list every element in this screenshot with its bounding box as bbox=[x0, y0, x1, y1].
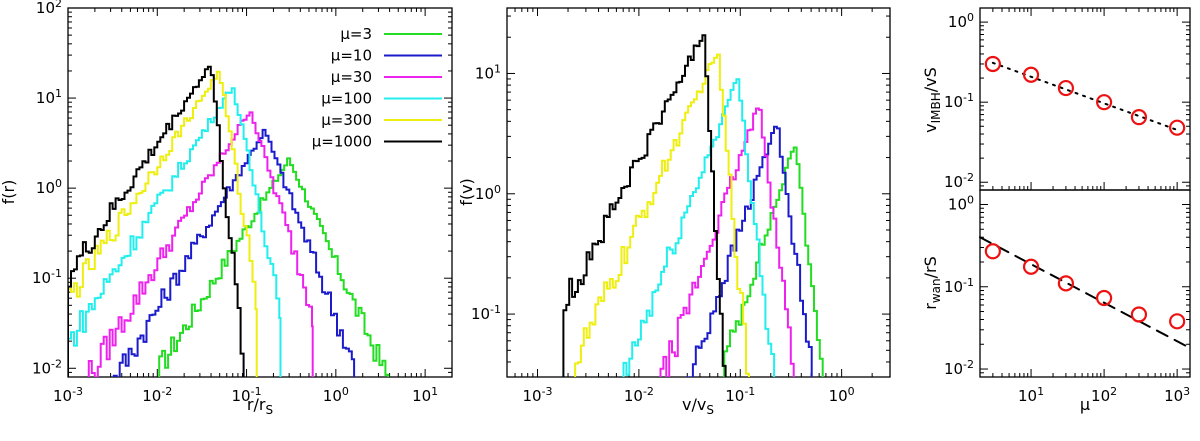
panel-fr-histogram: 10-3 10-2 10-1 100 101 10-2 10-1 100 101 102 r/rS f… bbox=[0, 0, 453, 417]
legend-label: μ=3 bbox=[340, 25, 372, 43]
y-axis-label: vIMBH/vS bbox=[921, 67, 943, 133]
x-tick-label: 10-1 bbox=[232, 385, 262, 405]
legend-label: μ=1000 bbox=[312, 133, 372, 151]
series-line-μ=300 bbox=[574, 53, 750, 377]
y-axis-label: rwan/rS bbox=[921, 256, 943, 309]
series-line-μ=300 bbox=[68, 70, 258, 377]
legend: μ=3 μ=10 μ=30 μ=100 μ=300 μ=1000 bbox=[312, 25, 442, 151]
series-line-μ=30 bbox=[659, 107, 795, 377]
y-tick-label: 102 bbox=[36, 0, 62, 17]
legend-label: μ=300 bbox=[321, 111, 372, 129]
plot-frame bbox=[979, 7, 1191, 191]
panel-fv-histogram: 10-3 10-2 10-1 100 10-1 100 101 v/vS f(v) bbox=[457, 7, 891, 417]
panel-vimbh-vs-mu: 10-2 10-1 100 vIMBH/vS bbox=[921, 7, 1191, 191]
data-point bbox=[1169, 313, 1186, 330]
data-point bbox=[1022, 66, 1040, 83]
y-tick-label: 10-2 bbox=[32, 357, 62, 377]
plot-frame bbox=[979, 189, 1191, 378]
x-axis-label: v/vS bbox=[682, 395, 714, 417]
legend-label: μ=10 bbox=[331, 47, 372, 65]
series-line-μ=1000 bbox=[68, 65, 245, 377]
data-point bbox=[1130, 109, 1148, 126]
data-point bbox=[1169, 119, 1186, 136]
data-point bbox=[1095, 289, 1113, 307]
series-line-μ=100 bbox=[622, 78, 776, 377]
x-axis-label: r/rS bbox=[247, 395, 273, 417]
y-tick-label: 10-1 bbox=[944, 91, 974, 111]
fit-line bbox=[979, 236, 1191, 350]
legend-label: μ=100 bbox=[321, 90, 372, 108]
x-tick-label: 100 bbox=[829, 385, 855, 405]
x-tick-label: 101 bbox=[412, 385, 438, 405]
x-tick-label: 101 bbox=[1018, 385, 1044, 405]
y-tick-label: 101 bbox=[475, 62, 501, 82]
x-tick-label: 102 bbox=[1091, 385, 1117, 405]
y-tick-label: 100 bbox=[948, 11, 974, 31]
y-tick-label: 100 bbox=[475, 183, 501, 203]
panel-rwan-vs-mu: 101 102 103 10-2 10-1 100 rwan/rS μ bbox=[921, 189, 1191, 414]
y-axis-label: f(r) bbox=[0, 180, 18, 205]
data-point bbox=[1022, 258, 1040, 275]
series-line-μ=3 bbox=[158, 157, 390, 377]
x-tick-label: 10-3 bbox=[53, 385, 83, 405]
series-group bbox=[562, 34, 824, 377]
series-line-μ=1000 bbox=[562, 34, 727, 377]
y-tick-label: 10-1 bbox=[471, 303, 501, 323]
series-line-μ=30 bbox=[87, 111, 314, 377]
data-point bbox=[984, 243, 1001, 260]
x-tick-label: 10-3 bbox=[522, 385, 552, 405]
x-tick-label: 103 bbox=[1164, 385, 1190, 405]
data-point bbox=[1095, 94, 1113, 111]
data-point bbox=[1057, 275, 1075, 292]
y-tick-label: 100 bbox=[948, 193, 974, 213]
y-axis-label: f(v) bbox=[457, 178, 476, 206]
y-tick-label: 10-2 bbox=[944, 358, 974, 378]
x-tick-label: 10-1 bbox=[725, 385, 755, 405]
y-tick-label: 100 bbox=[36, 177, 62, 197]
series-line-μ=100 bbox=[68, 87, 282, 377]
fit-line bbox=[991, 61, 1179, 131]
x-tick-label: 10-2 bbox=[142, 385, 172, 405]
data-point bbox=[1057, 79, 1075, 97]
x-tick-label: 100 bbox=[323, 385, 349, 405]
y-tick-label: 10-1 bbox=[32, 267, 62, 287]
x-axis-label: μ bbox=[1080, 395, 1090, 414]
series-line-μ=10 bbox=[686, 125, 813, 377]
series-line-μ=10 bbox=[112, 128, 356, 377]
y-tick-label: 10-1 bbox=[944, 276, 974, 296]
data-point bbox=[1130, 306, 1148, 323]
series-group bbox=[68, 65, 390, 377]
x-tick-label: 10-2 bbox=[624, 385, 654, 405]
series-line-μ=3 bbox=[720, 146, 824, 377]
y-tick-label: 10-2 bbox=[944, 171, 974, 191]
y-tick-label: 101 bbox=[36, 87, 62, 107]
plot-frame bbox=[506, 7, 891, 378]
legend-label: μ=30 bbox=[331, 68, 372, 86]
data-point bbox=[984, 55, 1001, 73]
